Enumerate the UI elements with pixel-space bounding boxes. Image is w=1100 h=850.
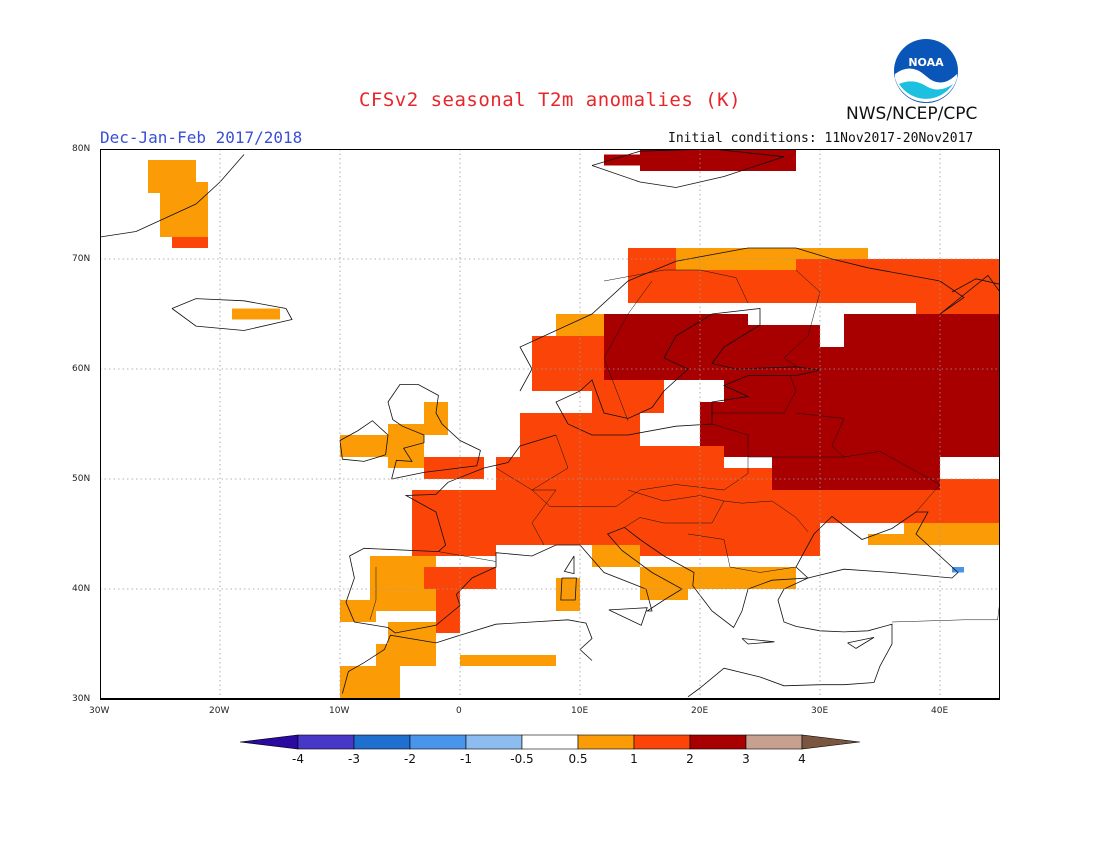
anomaly-cell bbox=[232, 308, 280, 320]
anomaly-cell bbox=[844, 314, 1000, 369]
lat-label: 60N bbox=[72, 364, 91, 374]
lon-label: 10E bbox=[571, 706, 589, 716]
legend-swatch bbox=[353, 734, 411, 750]
lon-label: 30E bbox=[811, 706, 829, 716]
anomaly-cell bbox=[340, 600, 376, 622]
country-border bbox=[712, 375, 797, 414]
legend-swatch bbox=[297, 734, 355, 750]
anomaly-cell bbox=[904, 523, 1000, 545]
anomaly-cell bbox=[340, 666, 400, 699]
coastline bbox=[560, 577, 577, 601]
initial-conditions-label: Initial conditions: 11Nov2017-20Nov2017 bbox=[668, 131, 974, 146]
anomaly-map bbox=[99, 148, 1024, 705]
coastline bbox=[563, 555, 575, 575]
anomaly-cell bbox=[388, 424, 424, 468]
anomaly-cell bbox=[700, 402, 820, 446]
legend-swatch bbox=[745, 734, 803, 750]
legend-swatch bbox=[521, 734, 579, 750]
grid-lines bbox=[100, 149, 1000, 699]
legend-label: -0.5 bbox=[510, 752, 533, 766]
chart-title: CFSv2 seasonal T2m anomalies (K) bbox=[358, 89, 742, 111]
legend-label: -2 bbox=[404, 752, 416, 766]
agency-label: NWS/NCEP/CPC bbox=[846, 104, 978, 124]
lon-label: 20E bbox=[691, 706, 709, 716]
lat-label: 40N bbox=[72, 584, 91, 594]
legend-arrow-low bbox=[239, 734, 299, 750]
legend-label: 0.5 bbox=[568, 752, 587, 766]
country-border bbox=[627, 489, 809, 532]
anomaly-cell bbox=[376, 644, 436, 666]
country-border bbox=[624, 500, 725, 528]
country-border bbox=[748, 451, 941, 513]
coastline bbox=[951, 278, 1001, 293]
legend-label: 4 bbox=[798, 752, 806, 766]
lon-label: 0 bbox=[456, 706, 462, 716]
legend-swatch bbox=[633, 734, 691, 750]
lon-label: 30W bbox=[89, 706, 110, 716]
coastlines bbox=[99, 148, 1024, 698]
anomaly-cell bbox=[412, 490, 496, 556]
country-border bbox=[495, 467, 557, 546]
country-border bbox=[891, 599, 1001, 623]
anomaly-cell bbox=[340, 435, 388, 457]
legend-label: 1 bbox=[630, 752, 638, 766]
coastline bbox=[579, 308, 821, 419]
coastline bbox=[591, 148, 785, 188]
legend-label: 3 bbox=[742, 752, 750, 766]
country-border bbox=[687, 533, 797, 573]
country-border bbox=[783, 269, 821, 366]
coastline bbox=[608, 607, 648, 626]
anomaly-cell bbox=[640, 149, 796, 171]
anomaly-cell bbox=[592, 545, 640, 567]
legend-label: -3 bbox=[348, 752, 360, 766]
lat-label: 70N bbox=[72, 254, 91, 264]
coastline bbox=[847, 637, 875, 649]
anomaly-cell bbox=[424, 457, 484, 479]
anomaly-cell bbox=[868, 534, 916, 545]
legend-label: -4 bbox=[292, 752, 304, 766]
anomaly-cell bbox=[460, 655, 556, 666]
legend-swatch bbox=[689, 734, 747, 750]
coastline bbox=[387, 384, 481, 480]
legend-swatch bbox=[577, 734, 635, 750]
country-border bbox=[603, 280, 653, 421]
lon-label: 10W bbox=[329, 706, 350, 716]
noaa-logo-icon: NOAA bbox=[894, 39, 958, 103]
lon-label: 20W bbox=[209, 706, 230, 716]
coastline bbox=[519, 247, 1001, 392]
coastline bbox=[339, 420, 389, 462]
anomaly-cell bbox=[952, 567, 964, 573]
color-legend: -4 -3 -2 -1 -0.5 0.5 1 2 3 4 bbox=[238, 733, 862, 773]
lat-label: 30N bbox=[72, 694, 91, 704]
anomaly-cell bbox=[424, 402, 448, 435]
legend-swatch bbox=[465, 734, 523, 750]
legend-arrow-high bbox=[801, 734, 861, 750]
anomaly-cell bbox=[688, 567, 796, 589]
legend-label: -1 bbox=[460, 752, 472, 766]
coastline bbox=[99, 154, 245, 238]
coastline bbox=[342, 619, 593, 694]
coastline bbox=[345, 434, 959, 698]
anomaly-cell bbox=[628, 446, 724, 556]
lon-label: 40E bbox=[931, 706, 949, 716]
season-label: Dec-Jan-Feb 2017/2018 bbox=[100, 128, 303, 147]
svg-text:NOAA: NOAA bbox=[908, 56, 944, 69]
anomaly-cell bbox=[172, 237, 208, 248]
anomaly-cell bbox=[496, 457, 628, 545]
anomaly-cell bbox=[640, 567, 688, 600]
legend-swatch bbox=[409, 734, 467, 750]
country-border bbox=[369, 567, 377, 620]
lat-label: 50N bbox=[72, 474, 91, 484]
anomaly-cell bbox=[604, 154, 640, 166]
country-border bbox=[438, 551, 497, 562]
coastline bbox=[171, 298, 293, 331]
legend-label: 2 bbox=[686, 752, 694, 766]
lat-label: 80N bbox=[72, 144, 91, 154]
anomaly-cell bbox=[772, 457, 940, 490]
country-border bbox=[603, 269, 749, 304]
coastline bbox=[741, 638, 775, 645]
